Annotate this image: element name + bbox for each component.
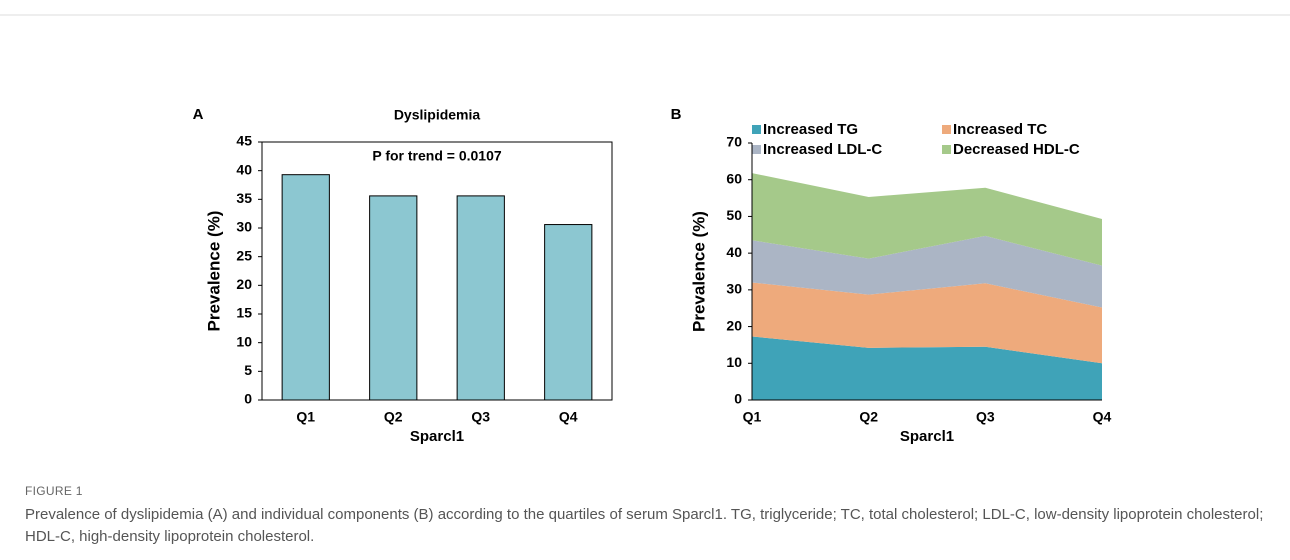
x-axis-label: Sparcl1	[900, 428, 954, 445]
y-tick-label: 25	[236, 247, 252, 263]
y-axis-label: Prevalence (%)	[689, 211, 708, 332]
y-tick-label: 35	[236, 190, 252, 206]
y-tick-label: 70	[726, 134, 742, 150]
x-tick-label: Q1	[296, 409, 315, 425]
annotation: P for trend = 0.0107	[372, 148, 502, 164]
y-tick-label: 60	[726, 170, 742, 186]
plot-frame	[261, 141, 613, 401]
y-tick-label: 45	[236, 133, 252, 149]
legend-swatch	[942, 125, 951, 134]
y-tick-label: 40	[726, 244, 742, 260]
bar	[281, 174, 330, 401]
y-tick-label: 30	[726, 281, 742, 297]
bar	[456, 195, 505, 401]
caption: Prevalence of dyslipidemia (A) and indiv…	[25, 506, 1264, 545]
area	[752, 282, 1102, 364]
chart-title: Dyslipidemia	[394, 107, 481, 123]
y-tick-label: 15	[236, 305, 252, 321]
area	[752, 173, 1102, 266]
x-tick-label: Q1	[743, 409, 762, 425]
x-tick-label: Q2	[859, 409, 878, 425]
charts: 0 5 10 15 20 25 30 35 40 45 A Sparcl1 Prevalence (%)…	[0, 14, 1290, 445]
y-tick-label: 20	[726, 317, 742, 333]
bar	[544, 224, 593, 401]
y-tick-label: 20	[236, 276, 252, 292]
panel-label: B	[671, 106, 682, 123]
y-tick-label: 10	[726, 354, 742, 370]
figure-label: FIGURE 1	[25, 484, 83, 498]
area	[752, 336, 1102, 400]
y-tick-label: 40	[236, 161, 252, 177]
y-tick-label: 50	[726, 207, 742, 223]
x-tick-label: Q4	[559, 409, 578, 425]
y-tick-label: 10	[236, 333, 252, 349]
legend-label: Increased LDL-C	[763, 141, 882, 158]
y-tick-label: 30	[236, 219, 252, 235]
y-tick-label: 0	[734, 391, 742, 407]
panel-label: A	[193, 106, 204, 123]
legend-swatch	[752, 145, 761, 154]
bar	[369, 195, 418, 401]
legend-label: Increased TC	[953, 121, 1047, 138]
legend-label: Decreased HDL-C	[953, 141, 1080, 158]
y-tick-label: 5	[244, 362, 252, 378]
x-tick-label: Q2	[384, 409, 403, 425]
x-tick-label: Q3	[976, 409, 995, 425]
legend-label: Increased TG	[763, 121, 858, 138]
y-tick-label: 0	[244, 391, 252, 407]
area	[752, 235, 1102, 308]
x-tick-label: Q4	[1093, 409, 1112, 425]
x-tick-label: Q3	[471, 409, 490, 425]
x-axis-label: Sparcl1	[410, 428, 464, 445]
y-axis-label: Prevalence (%)	[204, 211, 223, 332]
legend-swatch	[752, 125, 761, 134]
legend-swatch	[942, 145, 951, 154]
